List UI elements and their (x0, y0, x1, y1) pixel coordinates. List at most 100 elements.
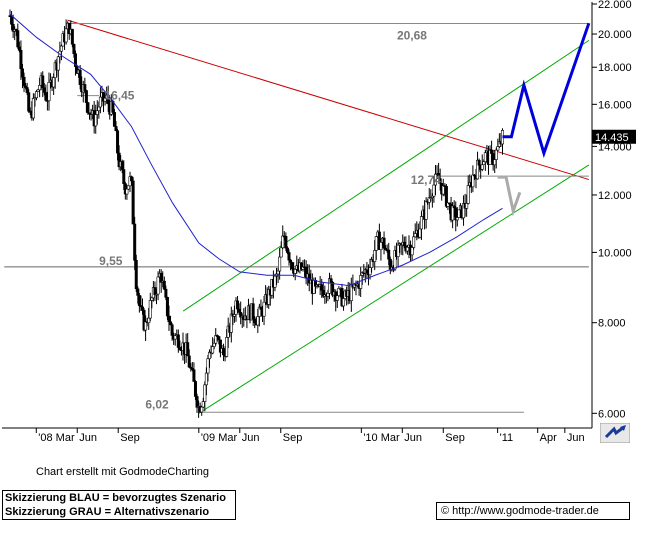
candle-body (342, 298, 346, 307)
candle-body (20, 68, 24, 78)
candle-body (320, 284, 324, 291)
candle-body (494, 149, 498, 160)
y-tick-label: 22.000 (598, 0, 632, 11)
channel-upper-line (182, 39, 590, 312)
candle-body (134, 260, 138, 290)
candle-body (328, 278, 332, 294)
channel-lower-line (198, 164, 590, 414)
x-axis: '08 Mar Jun Sep '09 Mar Jun Sep '10 Mar Jun Sep '… (35, 428, 585, 444)
y-tick-label: 20.000 (598, 29, 632, 41)
candle-body (287, 252, 291, 261)
candle-body (47, 82, 51, 102)
candle-body (59, 45, 63, 52)
candle-body (236, 300, 240, 310)
y-axis: 22.000 20.000 18.000 16.000 14.000 12.000 10.0… (592, 0, 632, 420)
candle-body (285, 247, 289, 253)
candle-body (169, 321, 173, 326)
candle-body (78, 69, 82, 85)
y-tick-label: 8.000 (598, 318, 626, 330)
candle-body (22, 76, 26, 87)
x-tick-label: Jun (79, 432, 97, 444)
candle-body (412, 236, 416, 248)
candle-body (281, 235, 285, 249)
candle-body (192, 369, 196, 382)
last-price-marker: 14.435 (592, 129, 636, 144)
candle-body (201, 401, 205, 408)
candle-body (483, 152, 487, 162)
candle-body (140, 306, 144, 311)
candle-body (413, 233, 417, 238)
y-tick-label: 12.000 (598, 190, 632, 202)
candle-body (187, 355, 191, 368)
x-tick-label: Jun (567, 432, 585, 444)
candle-body (38, 84, 42, 91)
candle-body (419, 216, 423, 230)
legend-blue-text: Skizzierung BLAU = bevorzugtes Szenario (5, 492, 226, 504)
candle-body (293, 269, 297, 274)
candle-body (94, 114, 98, 127)
x-tick-label: Sep (445, 432, 465, 444)
legend-gray-text: Skizzierung GRAU = Alternativszenario (5, 506, 210, 518)
candle-body (114, 126, 118, 132)
candle-body (125, 188, 129, 195)
plot-area: 20,68 16,45 12,74 9,55 6,02 (2, 2, 592, 428)
candle-body (273, 275, 277, 288)
candle-body (42, 87, 46, 93)
x-tick-label: Sep (283, 432, 303, 444)
y-tick-label: 18.000 (598, 62, 632, 74)
candle-body (131, 180, 135, 225)
last-price-box (592, 129, 636, 144)
candle-body (64, 28, 68, 43)
annotation-label: 16,45 (104, 89, 134, 103)
candle-body (480, 164, 484, 170)
candle-body (126, 185, 130, 190)
chart: 20,68 16,45 12,74 9,55 6,02 22.000 20.000 18.0… (2, 0, 636, 444)
candle-body (402, 241, 406, 247)
candle-body (373, 250, 377, 262)
candle-body (170, 324, 174, 336)
candle-body (165, 296, 169, 317)
candle-body (153, 287, 157, 295)
x-tick-label: Jun (242, 432, 260, 444)
candle-body (95, 110, 99, 115)
candle-body (496, 146, 500, 151)
x-tick-label: '11 (500, 432, 514, 444)
candle-body (444, 186, 448, 207)
source-url-link[interactable]: © http://www.godmode-trader.de (436, 502, 630, 520)
candle-body (276, 270, 280, 275)
candle-body (253, 318, 257, 324)
candle-body (167, 315, 171, 323)
candle-body (257, 306, 261, 317)
candle-body (16, 30, 20, 48)
candle-body (405, 246, 409, 252)
downtrend-red-line (67, 19, 590, 181)
candle-body (222, 348, 226, 356)
candle-body (237, 308, 241, 313)
candle-body (393, 250, 397, 270)
candle-body (164, 288, 168, 298)
x-tick-label: Sep (120, 432, 140, 444)
candle-body (455, 217, 459, 221)
candle-body (359, 275, 363, 289)
candle-body (35, 91, 39, 99)
scenario-gray-path (497, 175, 522, 217)
candle-body (225, 337, 229, 357)
candle-body (374, 236, 378, 251)
candle-body (156, 276, 160, 295)
candle-body (457, 209, 461, 218)
candle-body (279, 247, 283, 258)
candle-body (27, 92, 31, 112)
candle-body (410, 247, 414, 256)
annotation-label: 9,55 (99, 254, 123, 268)
candle-body (256, 316, 260, 326)
candle-body (289, 259, 293, 263)
candle-body (212, 342, 216, 347)
candle-body (368, 267, 372, 276)
candle-body (17, 46, 21, 51)
candle-body (83, 84, 87, 91)
x-tick-label: '10 Mar (363, 432, 400, 444)
candle-body (438, 178, 442, 184)
candles-layer (8, 9, 504, 418)
candle-body (195, 396, 199, 408)
candle-body (112, 112, 116, 127)
